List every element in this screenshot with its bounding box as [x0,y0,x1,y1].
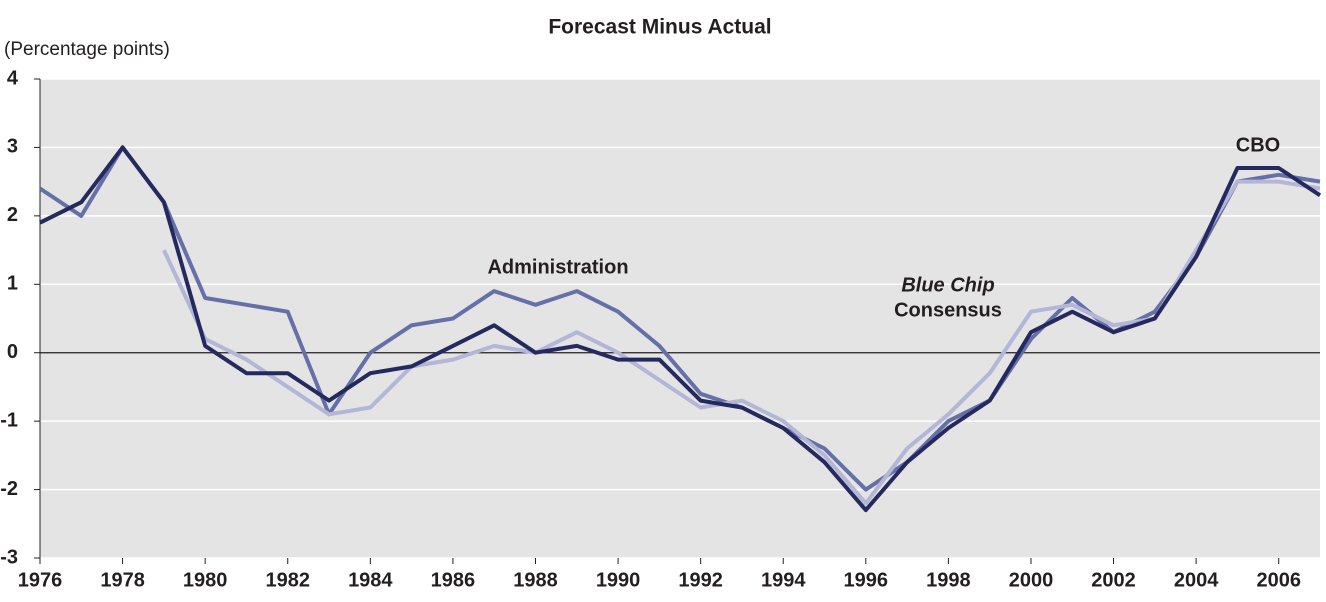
series-line [39,145,1322,513]
annotation: Administration [487,256,628,278]
series-line [38,145,1321,492]
x-tick-label: 1994 [761,569,806,591]
y-tick-label: -1 [0,409,18,431]
annotation: Consensus [894,299,1002,321]
x-tick-label: 2002 [1091,569,1136,591]
chart-title: Forecast Minus Actual [548,16,771,39]
x-tick-label: 1976 [18,569,63,591]
x-tick-label: 1996 [844,569,889,591]
x-tick-label: 1980 [183,569,228,591]
x-tick-label: 1988 [513,569,558,591]
x-tick-label: 1978 [100,569,145,591]
x-tick-label: 1984 [348,569,393,591]
y-axis-label: (Percentage points) [4,39,170,60]
x-tick-label: 1982 [265,569,310,591]
y-tick-label: 2 [7,204,18,226]
series-line [162,179,1321,506]
x-tick-label: 1992 [678,569,723,591]
plot-background [40,79,1320,558]
x-tick-label: 2000 [1009,569,1054,591]
x-tick-label: 1986 [431,569,476,591]
y-tick-label: -2 [0,478,18,500]
y-tick-label: 0 [7,341,18,363]
annotation: CBO [1236,134,1280,156]
x-tick-label: 2004 [1174,569,1219,591]
x-tick-label: 2006 [1256,569,1301,591]
x-tick-label: 1998 [926,569,971,591]
annotation: Blue Chip [901,274,994,296]
y-tick-label: 3 [7,136,18,158]
x-tick-label: 1990 [596,569,641,591]
y-tick-label: -3 [0,546,18,568]
y-tick-label: 4 [7,67,19,89]
y-tick-label: 1 [7,273,18,295]
